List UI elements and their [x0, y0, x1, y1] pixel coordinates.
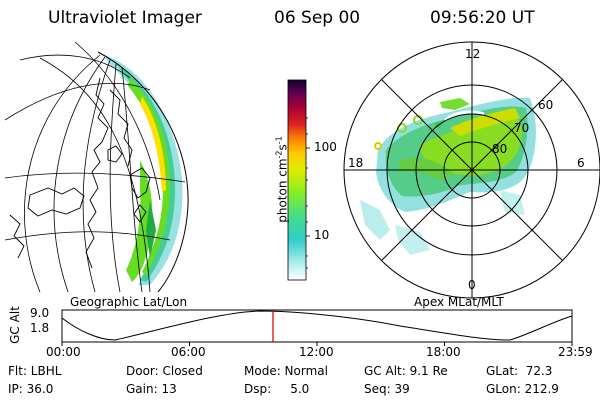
- colorbar-label-main: photon cm: [275, 158, 290, 223]
- info-filter: Flt: LBHL: [8, 364, 62, 378]
- colorbar-label: photon cm-2s-1: [275, 120, 290, 240]
- geographic-map: [5, 41, 189, 292]
- altitude-plot-xticks: [61, 342, 573, 346]
- xtick-1800: 18:00: [426, 345, 461, 359]
- mlt-label-6: 6: [577, 156, 585, 170]
- altitude-plot: [61, 309, 573, 346]
- xtick-0000: 00:00: [46, 345, 81, 359]
- colorbar-scale: [287, 79, 307, 281]
- altitude-curve: [61, 310, 573, 341]
- info-door: Door: Closed: [126, 364, 203, 378]
- polar-plot: [343, 41, 600, 299]
- xtick-2359: 23:59: [558, 345, 593, 359]
- colorbar-ticks: [306, 117, 310, 269]
- latitude-lines: [5, 54, 186, 241]
- altitude-ylabel: GC Alt: [7, 306, 22, 344]
- polar-grid: [343, 41, 600, 299]
- info-glon: GLon: 212.9: [486, 382, 559, 396]
- aurora-emission-polar: [360, 97, 536, 255]
- mlt-label-18: 18: [348, 156, 364, 170]
- altitude-plot-frame: [61, 309, 573, 343]
- lat-label-70: 70: [514, 121, 530, 135]
- colorbar-tick-10: 10: [314, 228, 330, 242]
- altitude-ytick-high: 9.0: [30, 306, 50, 320]
- colorbar-label-exp1: -2: [274, 150, 284, 159]
- xtick-1200: 12:00: [299, 345, 334, 359]
- info-dsp: Dsp: 5.0: [244, 382, 310, 396]
- coastlines: [9, 77, 151, 269]
- info-glat: GLat: 72.3: [486, 364, 553, 378]
- lat-label-60: 60: [538, 98, 554, 112]
- mlt-label-12: 12: [465, 47, 481, 61]
- time-label: 09:56:20 UT: [430, 8, 535, 28]
- colorbar-label-s: s: [275, 144, 290, 151]
- geographic-caption: Geographic Lat/Lon: [70, 295, 188, 309]
- meridian-lines: [24, 41, 161, 292]
- lat-label-80: 80: [492, 142, 508, 156]
- info-seq: Seq: 39: [364, 382, 410, 396]
- mlt-label-0: 0: [468, 278, 476, 292]
- altitude-ytick-low: 1.8: [30, 321, 50, 335]
- date-label: 06 Sep 00: [274, 8, 361, 28]
- instrument-title: Ultraviolet Imager: [48, 8, 202, 28]
- info-mode: Mode: Normal: [244, 364, 328, 378]
- info-gain: Gain: 13: [126, 382, 177, 396]
- info-gc-alt: GC Alt: 9.1 Re: [364, 364, 448, 378]
- earth-limb: [97, 51, 189, 292]
- colorbar-tick-100: 100: [314, 140, 337, 154]
- polar-caption: Apex MLat/MLT: [414, 295, 504, 309]
- colorbar-label-exp2: -1: [274, 136, 284, 145]
- xtick-0600: 06:00: [171, 345, 206, 359]
- info-ip: IP: 36.0: [8, 382, 54, 396]
